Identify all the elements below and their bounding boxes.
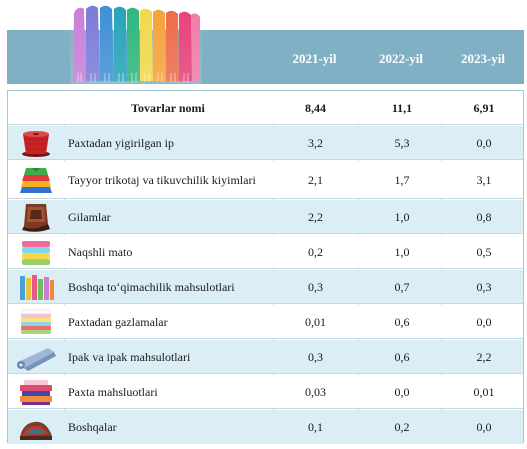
fabric-pile-icon <box>20 421 52 440</box>
value-2021: 0,01 <box>305 314 326 329</box>
carpet-icon <box>22 204 50 232</box>
cotton-fabric-stack-icon <box>21 309 51 334</box>
value-2021: 0,1 <box>308 419 323 434</box>
table-row: Naqshli mato 0,2 1,0 0,5 <box>8 235 523 269</box>
table-row: Boshqalar 0,1 0,2 0,0 <box>8 410 523 444</box>
value-2022: 1,0 <box>394 244 410 259</box>
textile-rolls-icon <box>20 275 54 300</box>
value-2023: 0,0 <box>476 135 492 150</box>
value-2023: 0,0 <box>476 314 492 329</box>
value-2022: 1,7 <box>394 172 410 187</box>
value-2021: 3,2 <box>308 135 323 150</box>
cotton-products-icon <box>20 380 52 405</box>
yarn-spool-icon <box>22 131 50 157</box>
row-name: Boshqa to‘qimachilik mahsulotlari <box>68 279 235 294</box>
value-2022: 1,0 <box>394 209 410 224</box>
value-2021: 8,44 <box>305 100 326 115</box>
table-row: Paxta mahsluotlari 0,03 0,0 0,01 <box>8 375 523 409</box>
table-row: Paxtadan gazlamalar 0,01 0,6 0,0 <box>8 305 523 339</box>
year-header-2022: 2022-yil <box>378 51 424 66</box>
value-2021: 2,1 <box>308 172 323 187</box>
row-name: Tovarlar nomi <box>131 100 205 115</box>
value-2023: 0,3 <box>476 279 492 294</box>
value-2023: 2,2 <box>476 349 492 364</box>
value-2022: 0,2 <box>394 419 410 434</box>
row-name: Paxtadan gazlamalar <box>68 314 168 329</box>
row-name: Naqshli mato <box>68 244 133 259</box>
row-name: Ipak va ipak mahsulotlari <box>68 349 191 364</box>
value-2023: 3,1 <box>476 172 492 187</box>
row-name: Tayyor trikotaj va tikuvchilik kiyimlari <box>68 172 256 187</box>
value-2023: 0,0 <box>476 419 492 434</box>
value-2023: 0,5 <box>476 244 492 259</box>
value-2022: 0,6 <box>394 314 410 329</box>
silk-roll-icon <box>17 348 56 371</box>
year-header-2023: 2023-yil <box>460 51 506 66</box>
row-name: Paxta mahsluotlari <box>68 384 158 399</box>
value-2022: 11,1 <box>391 100 413 115</box>
value-2022: 0,6 <box>394 349 410 364</box>
value-2021: 0,2 <box>308 244 323 259</box>
value-2023: 6,91 <box>473 100 495 115</box>
table-row: Paxtadan yigirilgan ip 3,2 5,3 0,0 <box>8 126 523 160</box>
value-2023: 0,01 <box>473 384 495 399</box>
folded-clothes-icon <box>20 168 52 193</box>
value-2022: 0,0 <box>394 384 410 399</box>
value-2021: 0,03 <box>305 384 326 399</box>
value-2022: 5,3 <box>394 135 410 150</box>
row-name: Gilamlar <box>68 209 111 224</box>
patterned-fabric-icon <box>22 241 50 265</box>
scarves-picture-icon <box>70 3 202 84</box>
value-2021: 0,3 <box>308 349 323 364</box>
row-name: Boshqalar <box>68 419 117 434</box>
table-row: Tayyor trikotaj va tikuvchilik kiyimlari… <box>8 161 523 199</box>
value-2023: 0,8 <box>476 209 492 224</box>
table-row: Boshqa to‘qimachilik mahsulotlari 0,3 0,… <box>8 270 523 304</box>
value-2021: 2,2 <box>308 209 323 224</box>
value-2022: 0,7 <box>394 279 410 294</box>
value-2021: 0,3 <box>308 279 323 294</box>
row-name: Paxtadan yigirilgan ip <box>68 135 174 150</box>
year-header-2021: 2021-yil <box>292 51 337 66</box>
table-row: Gilamlar 2,2 1,0 0,8 <box>8 200 523 234</box>
textile-exports-table: Tovarlar nomi 8,44 11,1 6,91 Paxtadan yi… <box>7 90 524 444</box>
table-row: Ipak va ipak mahsulotlari 0,3 0,6 2,2 <box>8 340 523 374</box>
table-row-total: Tovarlar nomi 8,44 11,1 6,91 <box>8 91 523 125</box>
